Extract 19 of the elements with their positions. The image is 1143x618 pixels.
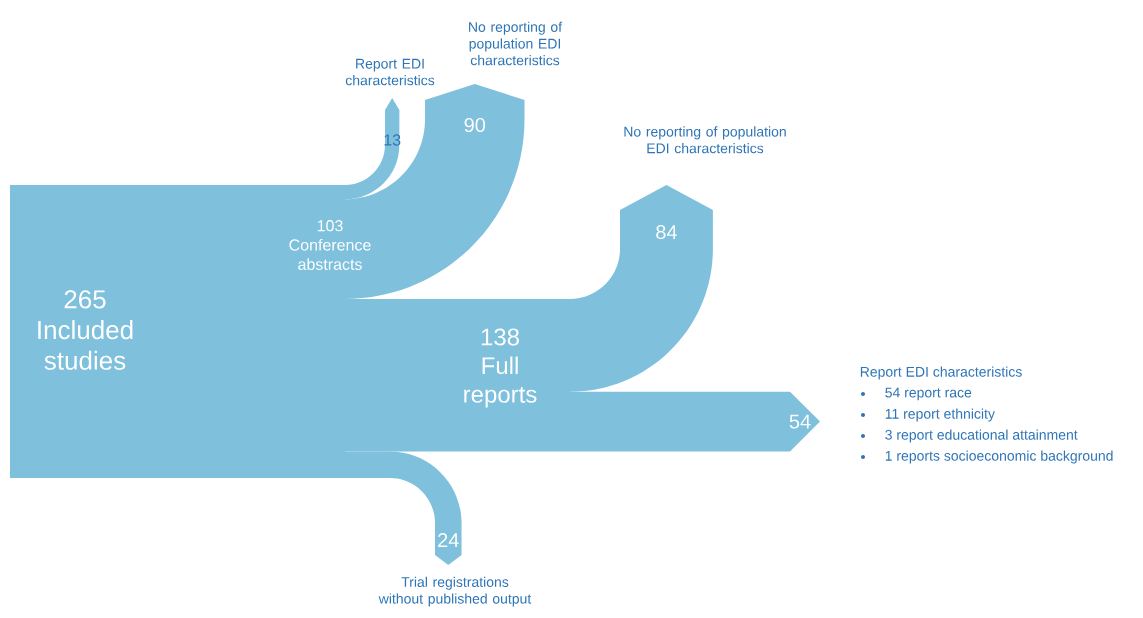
data-label: 103 xyxy=(317,220,343,232)
text: 3 report educational attainment xyxy=(885,429,1078,443)
text: 1 reports socioeconomic background xyxy=(885,450,1113,464)
category-label: Full reports xyxy=(464,356,537,408)
data-label: 24 xyxy=(438,533,459,547)
data-label: 84 xyxy=(656,224,677,240)
category-label: Report EDI characteristics xyxy=(860,366,1022,380)
category-label: Included studies xyxy=(38,320,133,370)
data-label: 54 xyxy=(789,414,811,429)
data-label: 90 xyxy=(464,117,486,133)
category-label: Trial registrations without published output xyxy=(378,576,532,607)
category-label: No reporting of population EDI characteristics xyxy=(624,126,786,154)
text: 11 report ethnicity xyxy=(885,408,995,422)
category-label: No reporting of population EDI characteristics xyxy=(469,21,563,66)
data-label: 265 xyxy=(64,290,106,309)
text: 54 report race xyxy=(885,387,972,401)
category-label: Conference abstracts xyxy=(289,238,371,270)
data-label: 138 xyxy=(481,328,519,346)
category-label: Report EDI characteristics xyxy=(345,58,435,86)
